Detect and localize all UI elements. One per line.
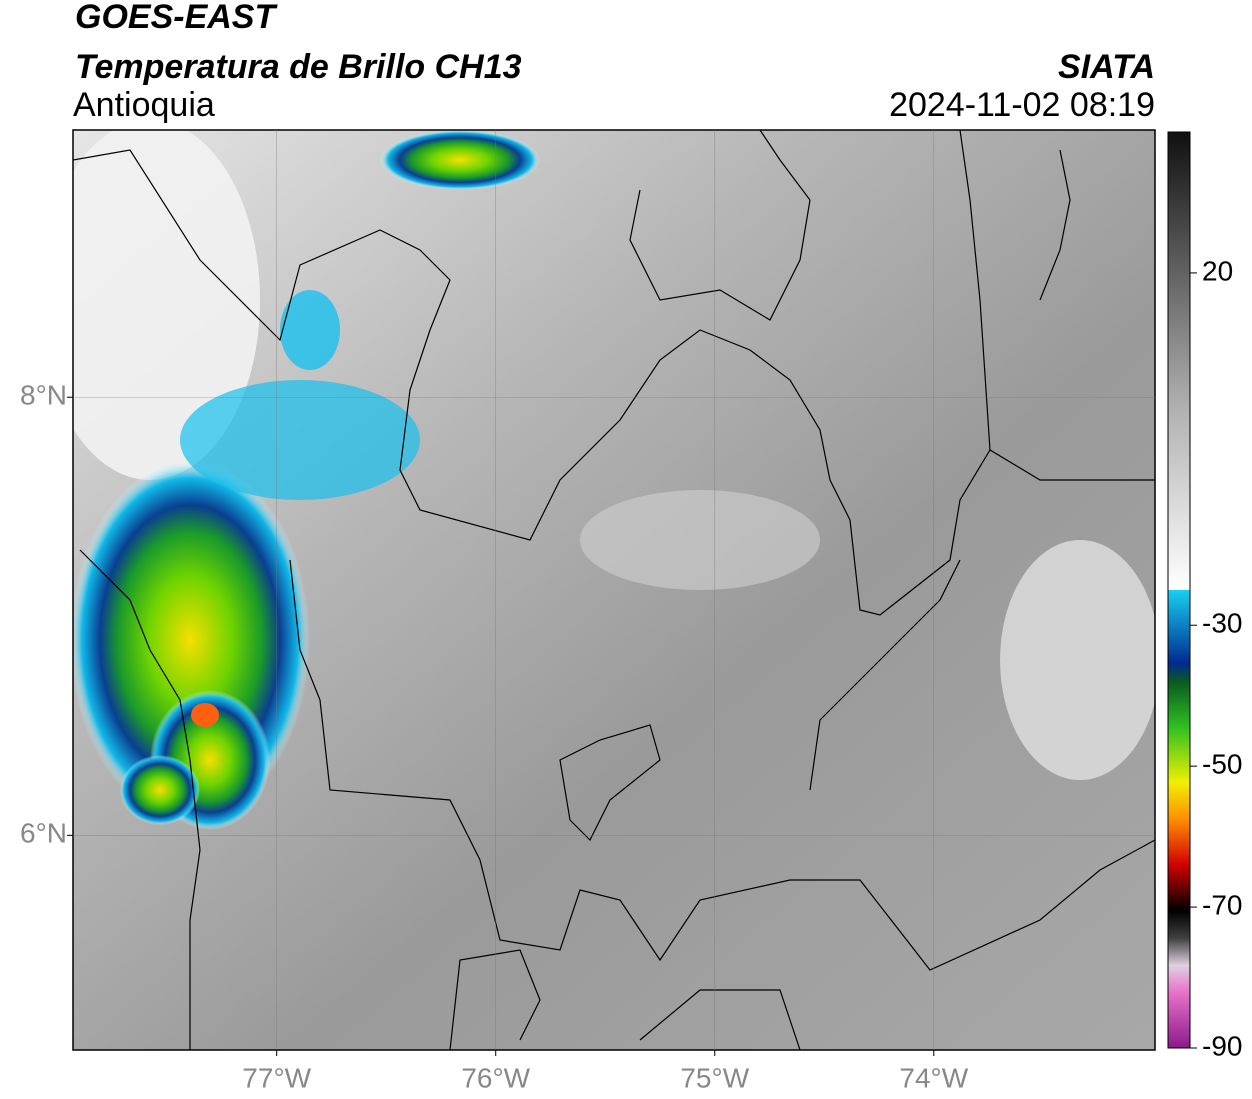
region: Antioquia [73,86,215,124]
admin-border [629,130,811,321]
subtitle: Temperatura de Brillo CH13 [75,48,522,86]
source: SIATA [1058,48,1155,86]
cloud [1000,540,1155,780]
x-tick-label: 76°W [461,1062,530,1093]
admin-border [289,559,1155,971]
colorbar [1167,131,1191,1049]
admin-border [73,149,1155,616]
map-frame [72,129,1156,1051]
admin-border [809,559,961,791]
x-tick-label: 77°W [242,1062,311,1093]
title: GOES-EAST [75,0,278,36]
colorbar-tick-label: -30 [1202,608,1242,639]
colorbar-tick-label: 20 [1202,255,1233,286]
x-tick-label: 75°W [680,1062,749,1093]
colorbar-tick-label: -70 [1202,889,1242,920]
y-tick-label: 8°N [20,380,67,411]
storm-cell [120,755,200,825]
admin-border [959,130,1071,451]
cloud [73,130,260,480]
map-image [73,130,1155,1050]
cloud [580,490,820,590]
storm-cell [380,130,540,190]
cloud-cold [280,290,340,370]
x-tick-label: 74°W [899,1062,968,1093]
datetime: 2024-11-02 08:19 [889,86,1155,124]
y-tick-label: 6°N [20,818,67,849]
storm-core [191,703,219,727]
cloud-cold [180,380,420,500]
colorbar-tick-label: -90 [1202,1030,1242,1061]
colorbar-tick-label: -50 [1202,749,1242,780]
admin-border [79,549,801,1050]
admin-border [559,724,661,842]
